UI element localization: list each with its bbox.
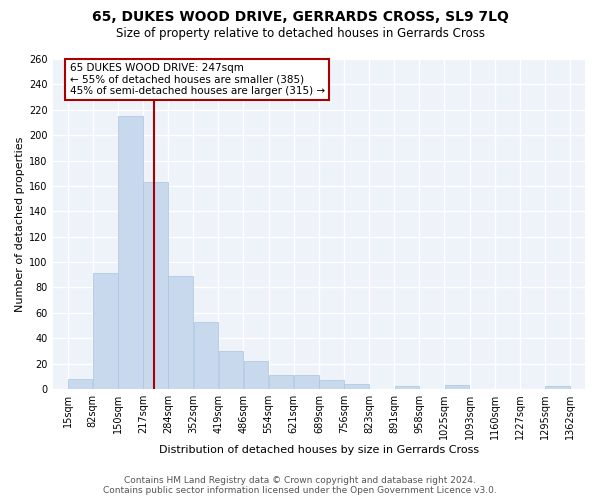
Bar xyxy=(194,322,218,389)
Text: Size of property relative to detached houses in Gerrards Cross: Size of property relative to detached ho… xyxy=(115,28,485,40)
Bar xyxy=(545,386,569,389)
Bar xyxy=(218,351,243,389)
Bar xyxy=(344,384,368,389)
Text: Contains HM Land Registry data © Crown copyright and database right 2024.
Contai: Contains HM Land Registry data © Crown c… xyxy=(103,476,497,495)
Bar xyxy=(445,385,469,389)
Bar xyxy=(169,276,193,389)
Bar xyxy=(93,274,118,389)
Bar xyxy=(68,379,92,389)
Bar xyxy=(244,361,268,389)
Bar xyxy=(118,116,143,389)
X-axis label: Distribution of detached houses by size in Gerrards Cross: Distribution of detached houses by size … xyxy=(159,445,479,455)
Bar xyxy=(143,182,167,389)
Text: 65, DUKES WOOD DRIVE, GERRARDS CROSS, SL9 7LQ: 65, DUKES WOOD DRIVE, GERRARDS CROSS, SL… xyxy=(92,10,508,24)
Y-axis label: Number of detached properties: Number of detached properties xyxy=(15,136,25,312)
Bar xyxy=(294,375,319,389)
Text: 65 DUKES WOOD DRIVE: 247sqm
← 55% of detached houses are smaller (385)
45% of se: 65 DUKES WOOD DRIVE: 247sqm ← 55% of det… xyxy=(70,63,325,96)
Bar xyxy=(319,380,344,389)
Bar xyxy=(395,386,419,389)
Bar xyxy=(269,375,293,389)
